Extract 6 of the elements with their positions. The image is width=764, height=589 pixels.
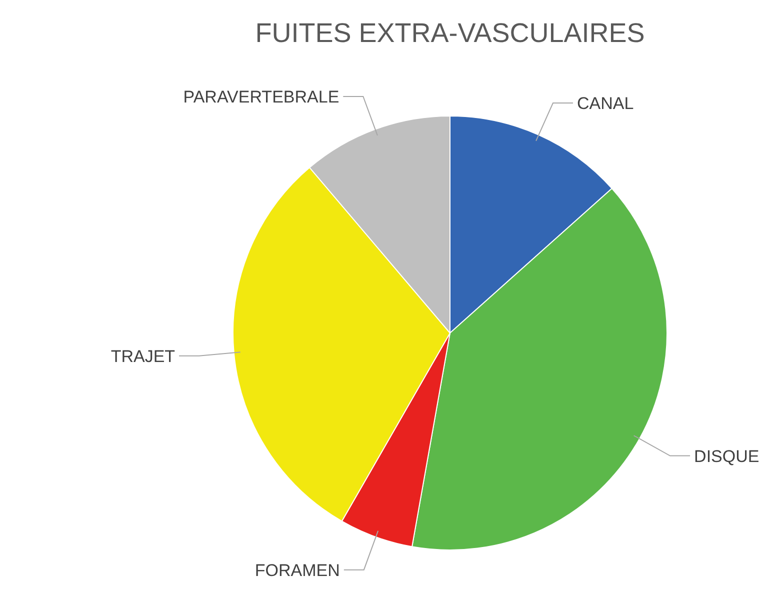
chart-title: FUITES EXTRA-VASCULAIRES xyxy=(255,18,645,48)
slice-label: CANAL xyxy=(576,94,634,113)
slice-label: DISQUE xyxy=(694,446,760,466)
slice-label: PARAVERTEBRALE xyxy=(183,87,340,106)
slice-label: FORAMEN xyxy=(254,560,340,580)
slice-label: TRAJET xyxy=(110,346,176,366)
